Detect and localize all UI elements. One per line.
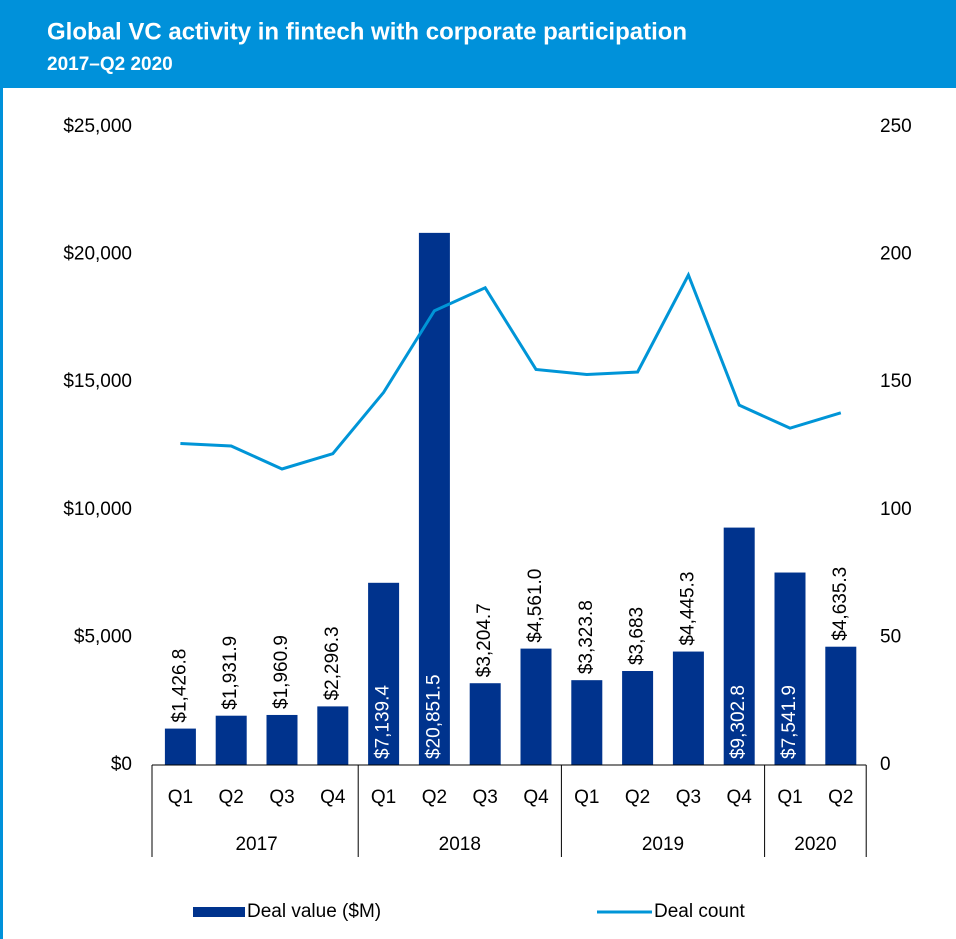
group-label: 2020 — [794, 834, 836, 855]
bar — [774, 572, 806, 765]
line — [180, 271, 842, 471]
bar — [469, 683, 501, 765]
x-tick-label: Q2 — [422, 787, 447, 808]
chart-subtitle: 2017–Q2 2020 — [47, 54, 173, 75]
x-tick-label: Q3 — [473, 787, 498, 808]
group-label: 2017 — [235, 834, 277, 855]
group-label: 2018 — [439, 834, 481, 855]
value-label: $3,323.8 — [576, 600, 597, 674]
x-tick-label: Q1 — [371, 787, 396, 808]
bar — [164, 728, 196, 765]
y-tick-label: $20,000 — [63, 244, 132, 265]
bar — [317, 706, 349, 765]
bar — [672, 651, 704, 765]
bar — [520, 648, 552, 765]
bar — [622, 671, 654, 765]
header-bar — [0, 0, 956, 88]
chart-title: Global VC activity in fintech with corpo… — [47, 18, 687, 45]
value-label: $4,561.0 — [525, 569, 546, 643]
value-label: $1,960.9 — [271, 635, 292, 709]
x-tick-label: Q4 — [320, 787, 346, 808]
x-tick-label: Q3 — [269, 787, 294, 808]
bar — [723, 527, 755, 765]
x-tick-label: Q2 — [828, 787, 853, 808]
value-label: $1,426.8 — [169, 649, 190, 723]
value-label: $3,204.7 — [474, 603, 495, 677]
bar — [368, 582, 400, 765]
value-label: $4,635.3 — [830, 567, 851, 641]
value-label: $4,445.3 — [677, 572, 698, 646]
x-tick-label: Q2 — [219, 787, 244, 808]
bar — [266, 714, 298, 765]
legend-swatch — [193, 907, 245, 917]
x-tick-label: Q2 — [625, 787, 650, 808]
y-tick-label: $5,000 — [74, 626, 132, 647]
value-label: $20,851.5 — [423, 674, 444, 759]
y-tick-label: $15,000 — [63, 371, 132, 392]
x-tick-label: Q4 — [727, 787, 753, 808]
x-tick-label: Q1 — [777, 787, 802, 808]
value-label: $1,931.9 — [220, 636, 241, 710]
legend-label: Deal value ($M) — [247, 901, 381, 922]
group-label: 2019 — [642, 834, 684, 855]
value-label: $3,683 — [627, 607, 648, 665]
left-border — [0, 88, 3, 939]
value-label: $7,139.4 — [373, 685, 394, 759]
x-tick-label: Q3 — [676, 787, 701, 808]
bar — [418, 232, 450, 765]
y-tick-label: $0 — [111, 754, 132, 775]
y-tick-label: $10,000 — [63, 499, 132, 520]
bar — [571, 680, 603, 765]
value-label: $9,302.8 — [728, 685, 749, 759]
y2-tick-label: 200 — [880, 244, 912, 265]
y2-tick-label: 50 — [880, 626, 901, 647]
value-label: $7,541.9 — [779, 685, 800, 759]
x-tick-label: Q4 — [523, 787, 549, 808]
legend-label: Deal count — [654, 901, 746, 922]
bar — [825, 646, 857, 765]
y2-tick-label: 150 — [880, 371, 912, 392]
x-tick-label: Q1 — [574, 787, 599, 808]
value-label: $2,296.3 — [322, 626, 343, 700]
bar — [215, 715, 247, 765]
y2-tick-label: 0 — [880, 754, 891, 775]
y-tick-label: $25,000 — [63, 116, 132, 137]
x-tick-label: Q1 — [168, 787, 193, 808]
y2-tick-label: 100 — [880, 499, 912, 520]
y2-tick-label: 250 — [880, 116, 912, 137]
